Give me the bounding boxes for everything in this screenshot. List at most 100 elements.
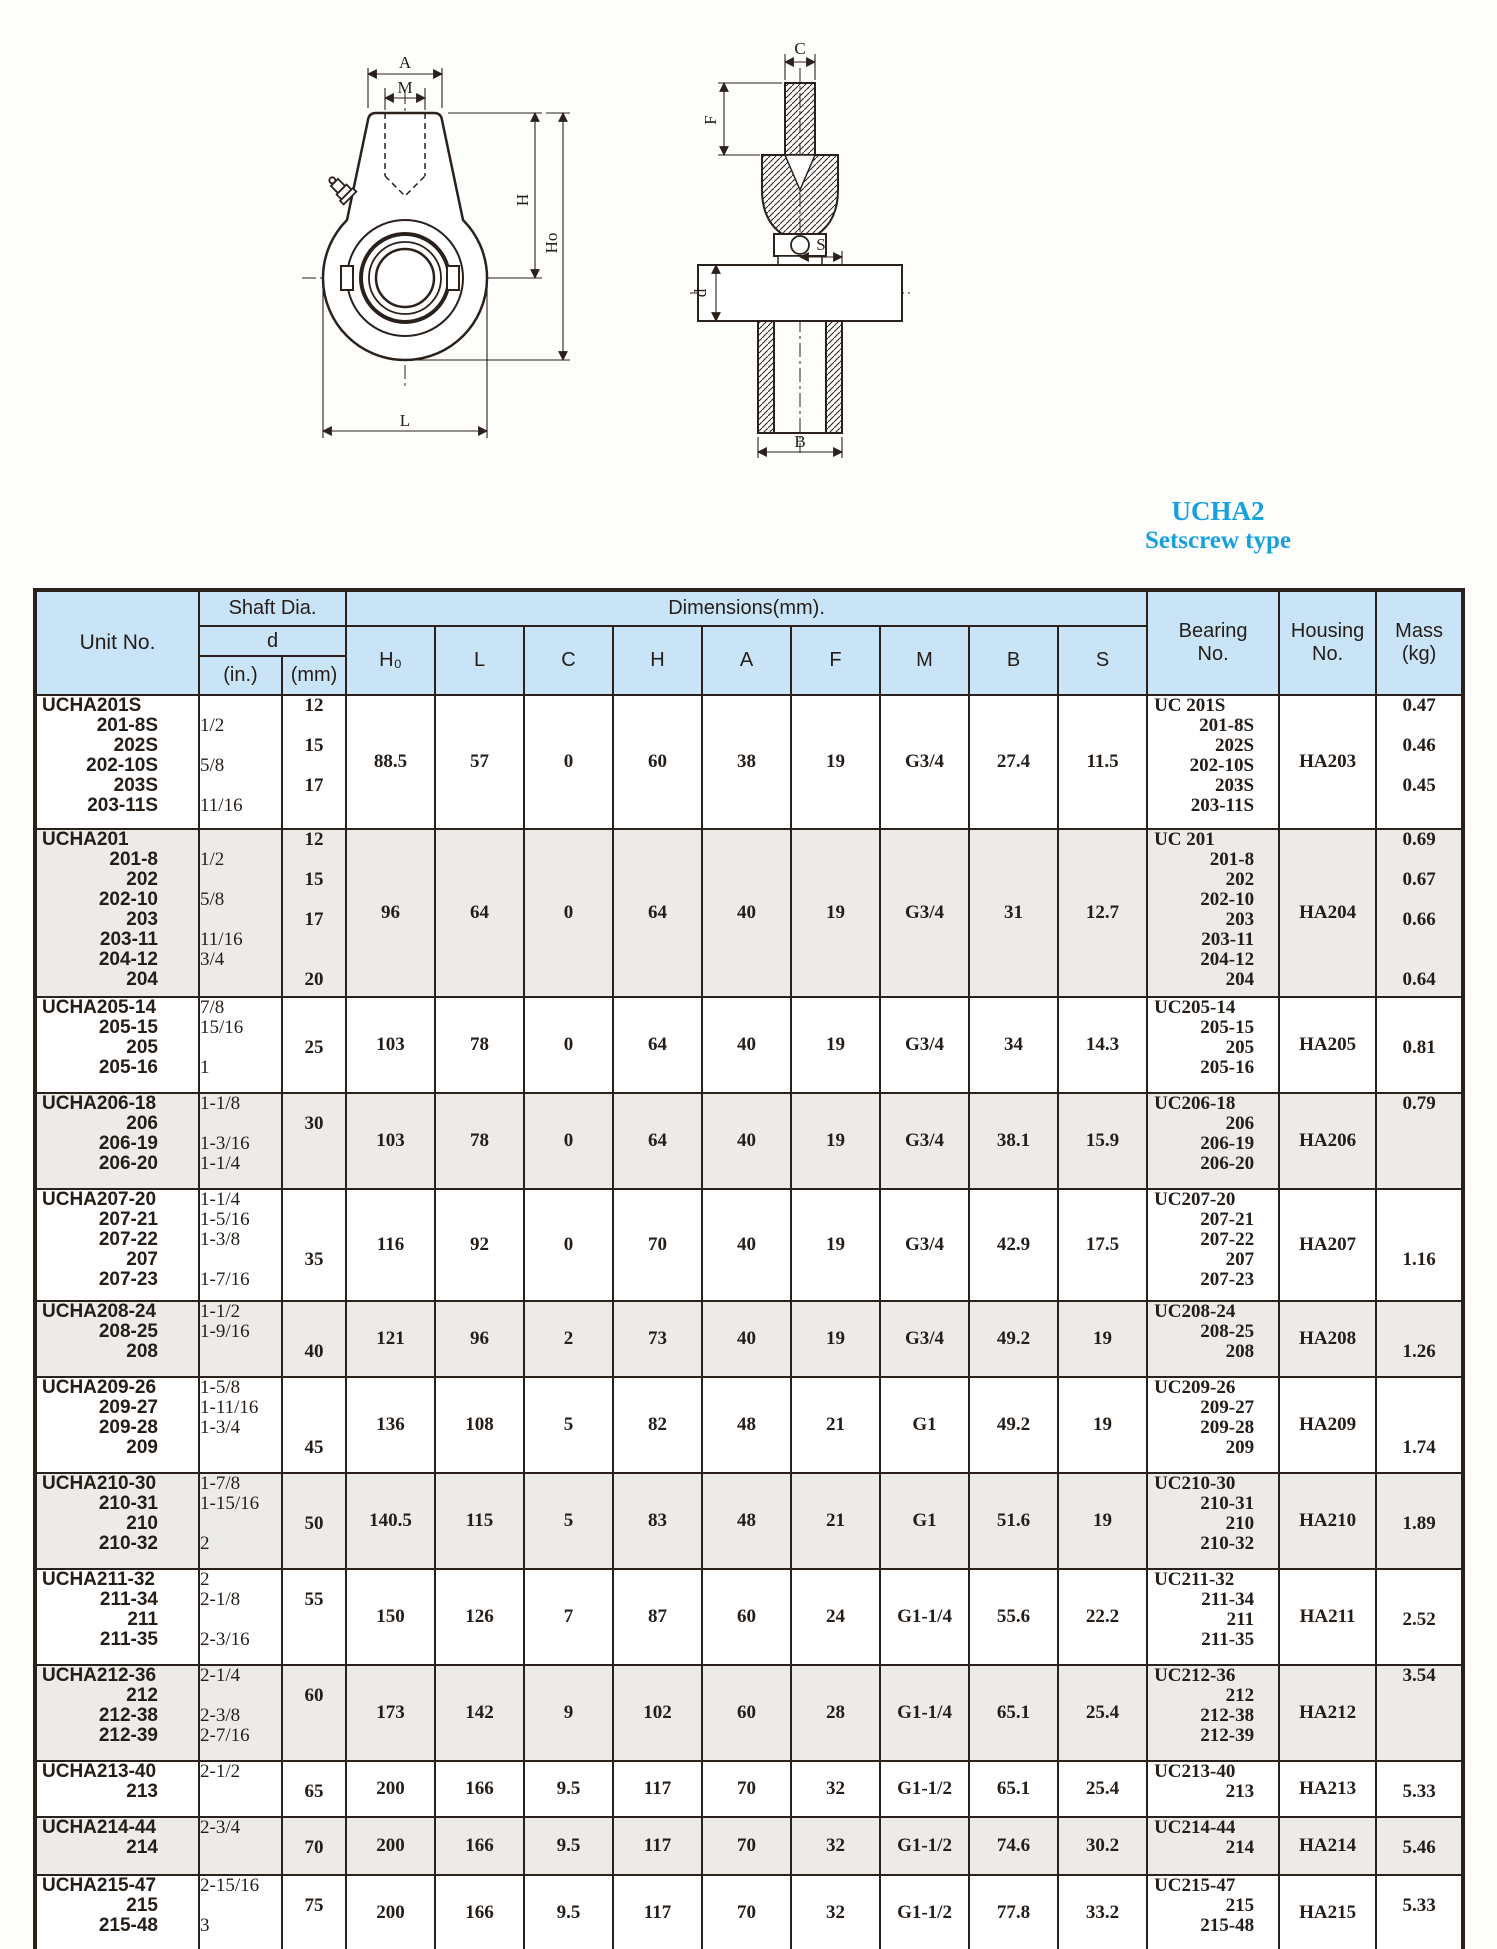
col-header-M: M (879, 625, 971, 696)
mass-cell: 1.74 (1375, 1376, 1465, 1474)
table-row: UCHA201S 201-8S 202S 202-10S 203S 203-11S 1/2… (34, 694, 1465, 830)
dim-B-cell: 31 (968, 828, 1060, 998)
housing-no-cell: HA205 (1278, 996, 1378, 1094)
dim-H-cell: 87 (612, 1568, 704, 1666)
ball-section (790, 235, 810, 255)
bearing-no-cell: UC207-20 207-21 207-22 207 207-23 (1146, 1188, 1281, 1302)
dim-C-cell: 0 (523, 1092, 615, 1190)
dim-H-cell: 117 (612, 1760, 704, 1818)
housing-no-cell: HA214 (1278, 1816, 1378, 1876)
dim-B-cell: 65.1 (968, 1664, 1060, 1762)
dim-F-cell: 32 (790, 1874, 882, 1949)
unit-no-cell: UCHA205-14 205-15 205 205-16 (34, 996, 200, 1094)
dim-M-cell: G1-1/2 (879, 1760, 971, 1818)
spec-table-body: UCHA201S 201-8S 202S 202-10S 203S 203-11S 1/2… (34, 694, 1465, 1949)
setscrew-section (784, 82, 816, 156)
mass-cell: 0.81 (1375, 996, 1465, 1094)
dim-S-cell: 15.9 (1057, 1092, 1149, 1190)
dim-A-cell: 60 (701, 1568, 793, 1666)
dim-L (322, 283, 488, 438)
dim-B (757, 437, 843, 458)
dim-M-cell: G1 (879, 1472, 971, 1570)
bearing-no-cell: UC215-47 215 215-48 (1146, 1874, 1281, 1949)
shaft-dia-mm-cell: 30 (280, 1092, 348, 1190)
dim-L-cell: 96 (434, 1300, 526, 1378)
dim-M-cell: G3/4 (879, 1300, 971, 1378)
col-header-H0: H₀ (345, 625, 437, 696)
dim-H-cell: 64 (612, 828, 704, 998)
dim-A-cell: 40 (701, 996, 793, 1094)
dim-H0-cell: 150 (345, 1568, 437, 1666)
unit-no-cell: UCHA215-47 215 215-48 (34, 1874, 200, 1949)
dim-A-cell: 40 (701, 1300, 793, 1378)
dim-S-cell: 25.4 (1057, 1664, 1149, 1762)
dim-L-cell: 166 (434, 1874, 526, 1949)
unit-no-cell: UCHA212-36 212 212-38 212-39 (34, 1664, 200, 1762)
dim-M-cell: G1-1/4 (879, 1568, 971, 1666)
unit-no-cell: UCHA211-32 211-34 211 211-35 (34, 1568, 200, 1666)
dim-label-F: F (701, 115, 720, 124)
dim-M-cell: G3/4 (879, 694, 971, 830)
mass-cell: 0.69 0.67 0.66 0.64 (1375, 828, 1465, 998)
table-row: UCHA207-20 207-21 207-22 207 207-23 1-1/4 1-5… (34, 1188, 1465, 1302)
dim-F-cell: 21 (790, 1472, 882, 1570)
setscrew-slot-right (446, 265, 460, 291)
table-row: UCHA206-18 206 206-19 206-20 1-1/8 1-3/16 1-… (34, 1092, 1465, 1190)
shaft-bore (374, 247, 436, 309)
dim-H-cell: 82 (612, 1376, 704, 1474)
setscrew-slot-left (340, 265, 354, 291)
dim-F-cell: 19 (790, 828, 882, 998)
shaft-dia-mm-cell: 50 (280, 1472, 348, 1570)
shaft-dia-mm-cell: 60 (280, 1664, 348, 1762)
hub-wall-left (757, 320, 775, 434)
dim-F-cell: 19 (790, 996, 882, 1094)
mass-cell: 5.46 (1375, 1816, 1465, 1876)
unit-no-cell: UCHA210-30 210-31 210 210-32 (34, 1472, 200, 1570)
dim-A-cell: 70 (701, 1874, 793, 1949)
dim-S-cell: 11.5 (1057, 694, 1149, 830)
dim-H0-cell: 121 (345, 1300, 437, 1378)
dim-M-cell: G3/4 (879, 1092, 971, 1190)
shaft-dia-mm-cell: 55 (280, 1568, 348, 1666)
col-header-housing-no: Housing No. (1278, 589, 1378, 696)
dim-S-cell: 22.2 (1057, 1568, 1149, 1666)
housing-no-cell: HA212 (1278, 1664, 1378, 1762)
dim-S-cell: 17.5 (1057, 1188, 1149, 1302)
dim-H-cell: 60 (612, 694, 704, 830)
col-header-C: C (523, 625, 615, 696)
dim-label-A: A (399, 53, 412, 72)
series-type: Setscrew type (1144, 527, 1292, 555)
col-header-shaft-dia: Shaft Dia. (197, 589, 348, 627)
shaft-dia-in-cell: 1-7/8 1-15/16 2 (198, 1472, 283, 1570)
dim-C-cell: 9.5 (523, 1816, 615, 1876)
shaft-dia-in-cell: 1-1/4 1-5/16 1-3/8 1-7/16 (198, 1188, 283, 1302)
dim-label-C: C (794, 39, 805, 58)
dim-H0-cell: 96 (345, 828, 437, 998)
dim-B-cell: 51.6 (968, 1472, 1060, 1570)
dim-H-cell: 73 (612, 1300, 704, 1378)
dim-A-cell: 40 (701, 828, 793, 998)
hub-wall-right (825, 320, 843, 434)
dim-H-cell: 102 (612, 1664, 704, 1762)
shaft-dia-in-cell: 1-1/2 1-9/16 (198, 1300, 283, 1378)
dim-H-cell: 117 (612, 1874, 704, 1949)
dim-C-cell: 5 (523, 1472, 615, 1570)
dim-S-cell: 25.4 (1057, 1760, 1149, 1818)
dim-L-cell: 142 (434, 1664, 526, 1762)
dim-F-cell: 28 (790, 1664, 882, 1762)
dim-C-cell: 2 (523, 1300, 615, 1378)
dim-S (799, 251, 843, 265)
countersink (783, 154, 817, 192)
col-header-S: S (1057, 625, 1149, 696)
shaft-dia-in-cell: 1-5/8 1-11/16 1-3/4 (198, 1376, 283, 1474)
shaft-dia-in-cell: 2-15/16 3 (198, 1874, 283, 1949)
bearing-no-cell: UC209-26 209-27 209-28 209 (1146, 1376, 1281, 1474)
col-header-mass: Mass (kg) (1375, 589, 1465, 696)
housing-no-cell: HA213 (1278, 1760, 1378, 1818)
table-row: UCHA208-24 208-25 208 1-1/2 1-9/16 40 121 96 2… (34, 1300, 1465, 1378)
table-row: UCHA215-47 215 215-48 2-15/16 3 75 200 166 9.5… (34, 1874, 1465, 1949)
dim-M-cell: G3/4 (879, 1188, 971, 1302)
dim-L-cell: 115 (434, 1472, 526, 1570)
bearing-no-cell: UC 201S 201-8S 202S 202-10S 203S 203-11S (1146, 694, 1281, 830)
